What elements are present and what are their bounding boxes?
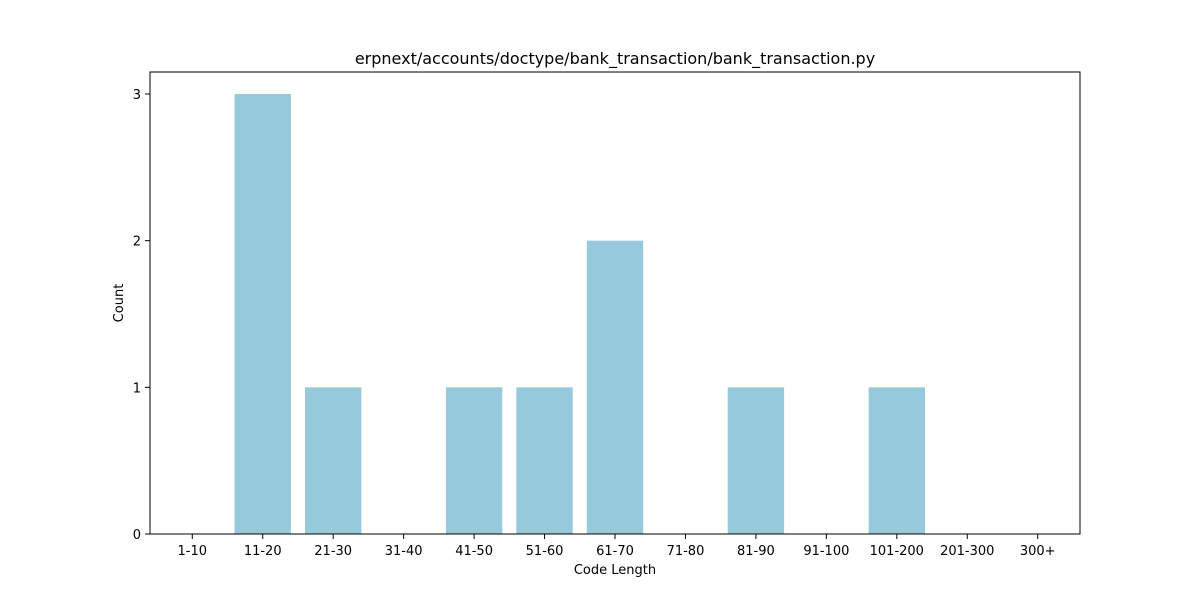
x-tick-label: 300+ (1020, 544, 1056, 559)
bar-101-200 (868, 387, 925, 534)
x-tick-label: 11-20 (244, 544, 282, 559)
x-tick-label: 201-300 (940, 544, 994, 559)
x-tick-label: 91-100 (803, 544, 849, 559)
x-tick-label: 81-90 (737, 544, 775, 559)
x-axis: 1-10 11-20 21-30 31-40 41-50 51-60 61-70 71-80 8… (178, 534, 1056, 559)
x-tick-label: 71-80 (667, 544, 705, 559)
bar-51-60 (516, 387, 573, 534)
bars-group (234, 94, 925, 534)
y-axis-label: Count (112, 284, 127, 323)
x-tick-label: 41-50 (455, 544, 493, 559)
x-tick-label: 1-10 (178, 544, 208, 559)
y-tick-label: 2 (133, 235, 141, 250)
x-tick-label: 31-40 (385, 544, 423, 559)
y-tick-label: 0 (133, 528, 141, 543)
x-tick-label: 21-30 (314, 544, 352, 559)
x-tick-label: 101-200 (870, 544, 924, 559)
bar-11-20 (234, 94, 291, 534)
bar-21-30 (305, 387, 362, 534)
y-axis: 0 1 2 3 (133, 88, 150, 543)
y-tick-label: 1 (133, 381, 141, 396)
x-tick-label: 51-60 (526, 544, 564, 559)
bar-41-50 (445, 387, 503, 534)
chart-title: erpnext/accounts/doctype/bank_transactio… (355, 49, 875, 69)
x-tick-label: 61-70 (596, 544, 634, 559)
y-tick-label: 3 (133, 88, 141, 103)
x-axis-label: Code Length (574, 563, 656, 578)
bar-61-70 (586, 240, 644, 534)
bar-81-90 (727, 387, 785, 534)
